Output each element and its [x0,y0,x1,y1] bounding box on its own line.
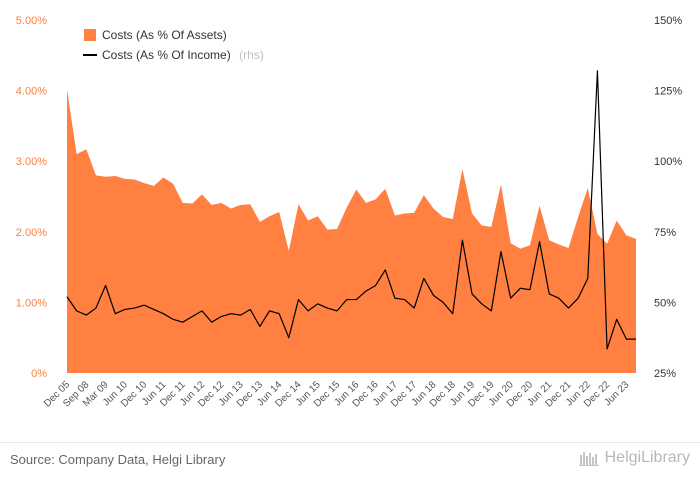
library-books-icon [578,452,599,466]
right-tick-label: 50% [654,297,676,309]
series-area-assets [67,89,636,373]
legend: Costs (As % Of Assets) Costs (As % Of In… [83,28,264,63]
source-note: Source: Company Data, Helgi Library [10,452,226,467]
right-axis-ticks: 25% 50% 75% 100% 125% 150% [654,15,682,380]
footer-divider [0,442,700,443]
left-tick-label: 2.00% [16,227,47,239]
left-tick-label: 5.00% [16,15,47,27]
svg-text:Costs (As % Of Income) (: Costs (As % Of Income) (rhs) [102,46,264,63]
left-tick-label: 4.00% [16,86,47,98]
legend-label-assets: Costs (As % Of Assets) [102,28,227,42]
series-line-income [66,70,636,350]
right-tick-label: 100% [654,156,682,168]
plot-area [66,70,636,373]
right-tick-label: 25% [654,368,676,380]
legend-swatch-assets [84,29,96,41]
chart: 0% 1.00% 2.00% 3.00% 4.00% 5.00% 25% 50% 75% 100… [16,15,683,410]
left-tick-label: 0% [31,368,47,380]
left-axis-ticks: 0% 1.00% 2.00% 3.00% 4.00% 5.00% [16,15,47,380]
left-tick-label: 3.00% [16,156,47,168]
brand-name: HelgiLibrary [604,449,690,466]
left-tick-label: 1.00% [16,297,47,309]
right-tick-label: 150% [654,15,682,27]
right-tick-label: 75% [654,227,676,239]
legend-note-rhs: (rhs) [239,48,264,62]
legend-label-income: Costs (As % Of Income) [102,48,231,62]
helgi-library-logo[interactable]: HelgiLibrary [578,449,690,467]
right-tick-label: 125% [654,86,682,98]
